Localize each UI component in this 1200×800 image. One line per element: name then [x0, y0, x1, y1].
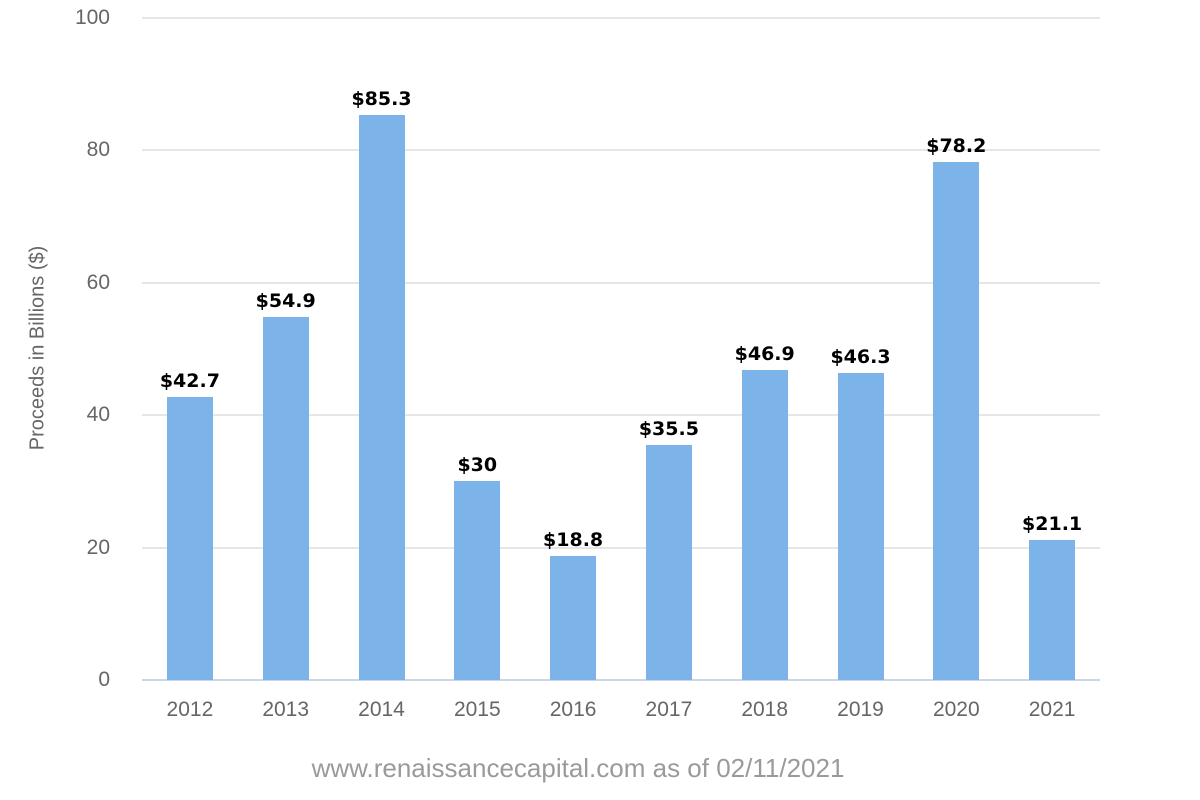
x-tick-label-2019: 2019 — [837, 698, 884, 721]
gridline-y-40 — [142, 414, 1100, 417]
bar-2019[interactable]: $46.3 — [830, 346, 891, 680]
bar-2013[interactable]: $54.9 — [256, 290, 316, 680]
bar-2017[interactable]: $35.5 — [639, 418, 699, 680]
gridline-y-60 — [142, 281, 1100, 284]
x-tick-label-2016: 2016 — [549, 698, 597, 721]
y-tick-label-40: 40 — [86, 403, 110, 427]
y-tick-label-60: 60 — [86, 270, 110, 294]
bar-2020[interactable]: $78.2 — [926, 135, 986, 680]
x-tick-label-2021: 2021 — [1028, 698, 1076, 721]
gridline-y-100 — [142, 17, 1100, 19]
bar-value-label-2020: $78.2 — [926, 135, 987, 158]
bar-2018[interactable]: $46.9 — [735, 343, 795, 680]
y-tick-label-100: 100 — [74, 6, 110, 29]
x-tick-label-2013: 2013 — [262, 698, 310, 721]
gridline-y-20 — [142, 546, 1100, 549]
bar-2012[interactable]: $42.7 — [160, 370, 220, 680]
y-tick-label-20: 20 — [86, 535, 110, 559]
chart-credits-link[interactable]: www.renaissancecapital.com as of 02/11/2… — [311, 753, 845, 783]
bar-value-label-2021: $21.1 — [1022, 513, 1083, 536]
x-tick-label-2015: 2015 — [453, 698, 501, 721]
bar-value-label-2019: $46.3 — [830, 346, 891, 369]
x-axis-line — [142, 679, 1100, 681]
bar-value-label-2013: $54.9 — [255, 289, 316, 312]
gridline-y-80 — [142, 149, 1100, 152]
bar-value-label-2018: $46.9 — [734, 342, 795, 365]
bar-2021[interactable]: $21.1 — [1022, 513, 1082, 680]
bar-value-label-2012: $42.7 — [159, 370, 220, 393]
x-tick-label-2014: 2014 — [358, 698, 405, 721]
bar-value-label-2017: $35.5 — [638, 417, 699, 440]
bar-2016[interactable]: $18.8 — [543, 529, 603, 680]
bar-value-label-2016: $18.8 — [543, 528, 604, 551]
bar-2015[interactable]: $30 — [454, 454, 501, 680]
x-tick-label-2017: 2017 — [645, 698, 693, 721]
x-tick-label-2012: 2012 — [166, 698, 214, 721]
bar-2014[interactable]: $85.3 — [351, 88, 412, 680]
x-tick-label-2020: 2020 — [932, 698, 980, 721]
x-tick-label-2018: 2018 — [741, 698, 789, 721]
bar-value-label-2014: $85.3 — [351, 88, 412, 111]
bar-value-label-2015: $30 — [457, 454, 498, 477]
y-tick-label-80: 80 — [86, 138, 110, 162]
y-tick-label-0: 0 — [98, 668, 110, 691]
